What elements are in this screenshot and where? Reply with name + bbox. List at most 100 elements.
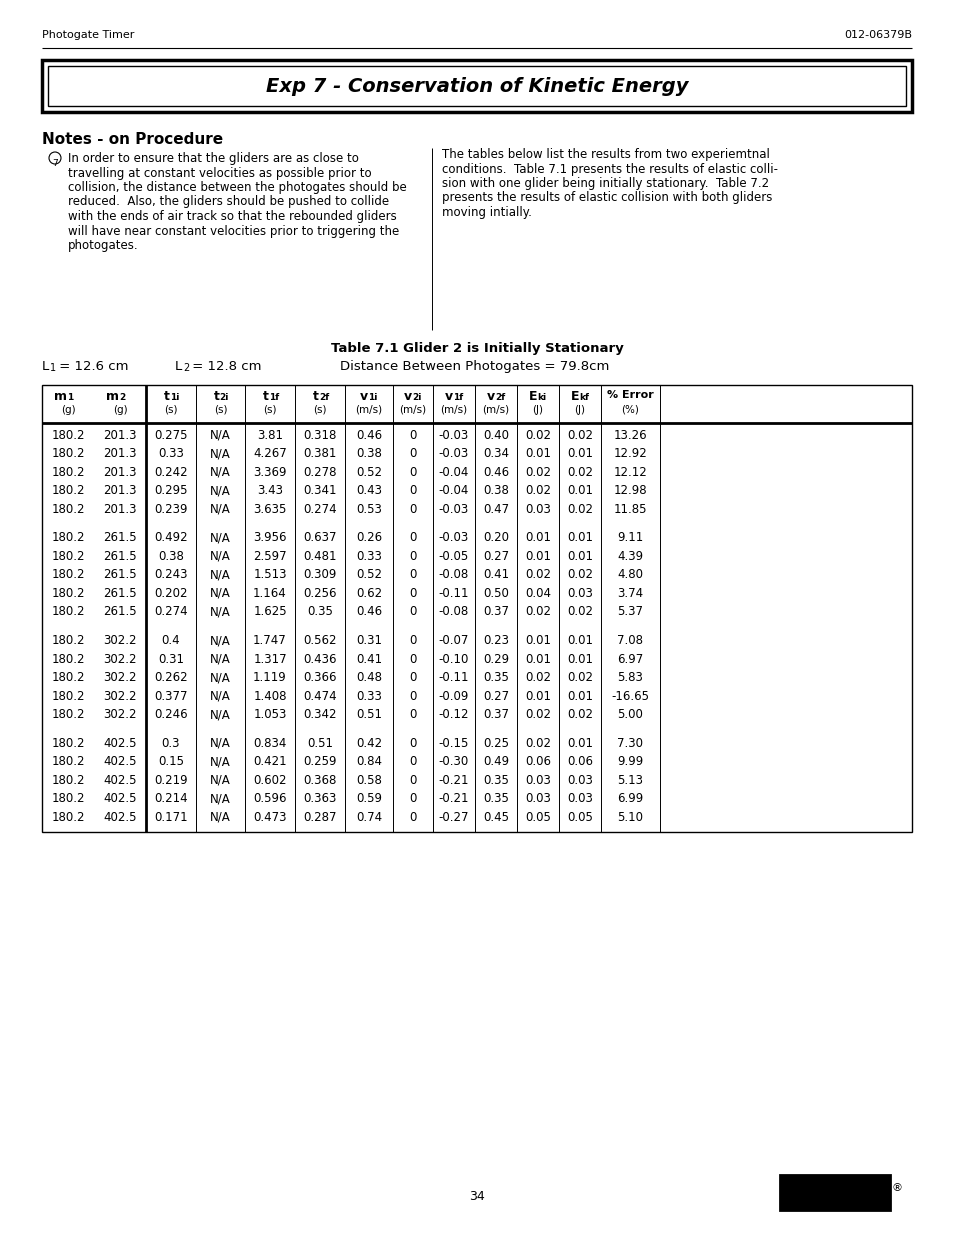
Text: with the ends of air track so that the rebounded gliders: with the ends of air track so that the r… <box>68 210 396 224</box>
Text: 0.35: 0.35 <box>482 774 508 787</box>
Text: 180.2: 180.2 <box>51 503 85 516</box>
Text: -0.07: -0.07 <box>438 634 469 647</box>
Text: 180.2: 180.2 <box>51 689 85 703</box>
Text: 0.242: 0.242 <box>154 466 188 479</box>
Text: (s): (s) <box>164 405 177 415</box>
Text: 0: 0 <box>409 774 416 787</box>
Text: N/A: N/A <box>210 793 231 805</box>
Text: = 12.6 cm: = 12.6 cm <box>55 359 129 373</box>
Text: 0: 0 <box>409 568 416 582</box>
Text: 4.267: 4.267 <box>253 447 287 461</box>
Text: moving intially.: moving intially. <box>441 206 532 219</box>
Text: t: t <box>164 390 170 403</box>
Text: 0.342: 0.342 <box>303 708 336 721</box>
Text: 0: 0 <box>409 756 416 768</box>
Text: 0.06: 0.06 <box>524 756 551 768</box>
Text: N/A: N/A <box>210 671 231 684</box>
Text: 302.2: 302.2 <box>103 708 136 721</box>
Text: -0.27: -0.27 <box>438 810 469 824</box>
Text: 0.171: 0.171 <box>154 810 188 824</box>
Text: N/A: N/A <box>210 587 231 600</box>
Text: 0.246: 0.246 <box>154 708 188 721</box>
Text: 0.31: 0.31 <box>158 652 184 666</box>
Text: 0.492: 0.492 <box>154 531 188 545</box>
Text: 0.38: 0.38 <box>158 550 184 563</box>
Text: N/A: N/A <box>210 605 231 619</box>
Text: 261.5: 261.5 <box>103 605 136 619</box>
Text: 6.99: 6.99 <box>617 793 643 805</box>
Text: 1i: 1i <box>368 393 377 403</box>
Text: travelling at constant velocities as possible prior to: travelling at constant velocities as pos… <box>68 167 372 179</box>
Text: (J): (J) <box>532 405 543 415</box>
Text: 0.35: 0.35 <box>482 793 508 805</box>
Text: 0.52: 0.52 <box>355 568 381 582</box>
Text: N/A: N/A <box>210 810 231 824</box>
Text: 5.13: 5.13 <box>617 774 643 787</box>
Text: 0.202: 0.202 <box>154 587 188 600</box>
Text: N/A: N/A <box>210 429 231 442</box>
Text: 180.2: 180.2 <box>51 550 85 563</box>
Text: 180.2: 180.2 <box>51 737 85 750</box>
Text: 180.2: 180.2 <box>51 587 85 600</box>
Text: 0: 0 <box>409 737 416 750</box>
Text: 0.01: 0.01 <box>566 447 593 461</box>
Text: 0.37: 0.37 <box>482 605 509 619</box>
Text: v: v <box>486 390 495 403</box>
Text: 0: 0 <box>409 689 416 703</box>
Text: 0.274: 0.274 <box>154 605 188 619</box>
Text: 0.53: 0.53 <box>355 503 381 516</box>
Text: -0.03: -0.03 <box>438 447 469 461</box>
Text: t: t <box>213 390 219 403</box>
Text: 180.2: 180.2 <box>51 429 85 442</box>
Text: 0.48: 0.48 <box>355 671 381 684</box>
Text: photogates.: photogates. <box>68 240 138 252</box>
Text: 180.2: 180.2 <box>51 671 85 684</box>
Text: % Error: % Error <box>606 390 653 400</box>
Text: 5.83: 5.83 <box>617 671 642 684</box>
Text: 0.01: 0.01 <box>566 484 593 498</box>
Text: 0.74: 0.74 <box>355 810 381 824</box>
Text: 0.341: 0.341 <box>303 484 336 498</box>
Bar <box>42 385 911 831</box>
Text: 302.2: 302.2 <box>103 671 136 684</box>
Text: N/A: N/A <box>210 774 231 787</box>
Text: -0.04: -0.04 <box>438 466 469 479</box>
Text: Notes - on Procedure: Notes - on Procedure <box>42 132 223 147</box>
Text: 0.01: 0.01 <box>566 531 593 545</box>
Text: 180.2: 180.2 <box>51 652 85 666</box>
Text: 0.474: 0.474 <box>303 689 336 703</box>
Text: ®: ® <box>891 1183 902 1193</box>
Text: -0.21: -0.21 <box>438 774 469 787</box>
Text: 1.317: 1.317 <box>253 652 287 666</box>
Text: 0.421: 0.421 <box>253 756 287 768</box>
Text: 0.05: 0.05 <box>524 810 551 824</box>
Text: 0.01: 0.01 <box>524 531 551 545</box>
Text: L: L <box>42 359 50 373</box>
Text: 0.33: 0.33 <box>355 689 381 703</box>
Text: 7.08: 7.08 <box>617 634 643 647</box>
Text: 0.01: 0.01 <box>566 737 593 750</box>
Text: N/A: N/A <box>210 708 231 721</box>
Text: 0.02: 0.02 <box>566 568 593 582</box>
Text: 0.40: 0.40 <box>482 429 509 442</box>
Text: 201.3: 201.3 <box>103 466 136 479</box>
Text: 180.2: 180.2 <box>51 756 85 768</box>
Text: 0.02: 0.02 <box>566 503 593 516</box>
Text: 2: 2 <box>119 393 125 403</box>
Text: 0.02: 0.02 <box>524 429 551 442</box>
Text: 1.625: 1.625 <box>253 605 287 619</box>
Text: 0.01: 0.01 <box>524 550 551 563</box>
Text: 0.3: 0.3 <box>162 737 180 750</box>
Text: 0.51: 0.51 <box>355 708 381 721</box>
Text: -0.08: -0.08 <box>438 605 469 619</box>
Text: (g): (g) <box>112 405 127 415</box>
Text: 302.2: 302.2 <box>103 652 136 666</box>
Text: 0.46: 0.46 <box>355 429 381 442</box>
Text: 0.41: 0.41 <box>355 652 381 666</box>
Text: 1.119: 1.119 <box>253 671 287 684</box>
Text: 180.2: 180.2 <box>51 810 85 824</box>
Text: 0: 0 <box>409 531 416 545</box>
Text: 0.02: 0.02 <box>524 466 551 479</box>
Text: 402.5: 402.5 <box>103 793 136 805</box>
Text: 0: 0 <box>409 447 416 461</box>
